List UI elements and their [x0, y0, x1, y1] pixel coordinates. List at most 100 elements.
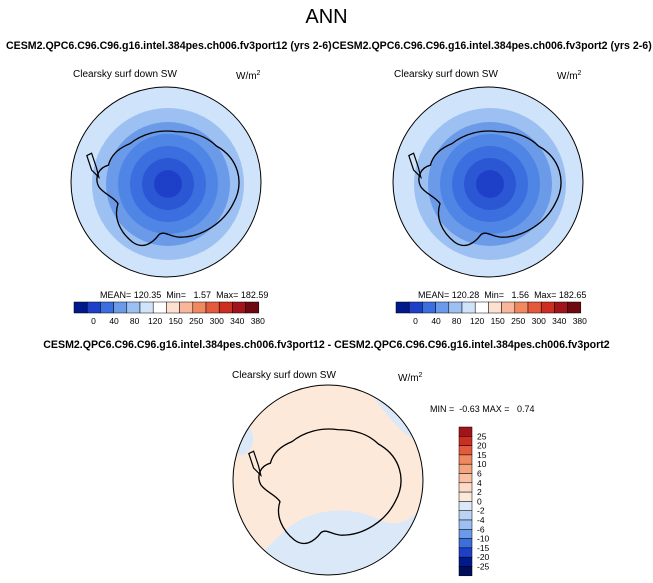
- diff-patch: [233, 500, 423, 575]
- diff-map-border: [232, 384, 424, 576]
- colorbar-tick-label: 120: [470, 316, 484, 326]
- case1-stats: MEAN= 120.35 Min= 1.57 Max= 182.59: [100, 290, 269, 300]
- colorbar-swatch: [527, 301, 542, 314]
- colorbar-tick-label: 80: [130, 316, 140, 326]
- case2-coastline: [408, 130, 562, 247]
- case1-colorbar: 0 40 80 120 150 250 300 340 380: [73, 301, 265, 326]
- colorbar-swatch: [448, 301, 463, 314]
- case1-title: CESM2.QPC6.C96.C96.g16.intel.384pes.ch00…: [6, 40, 332, 52]
- colorbar-swatch: [458, 556, 473, 567]
- colorbar-swatch: [245, 301, 260, 314]
- colorbar-tick-label: 120: [148, 316, 162, 326]
- colorbar-swatch: [458, 519, 473, 530]
- colorbar-swatch: [166, 301, 180, 314]
- case2-title: CESM2.QPC6.C96.C96.g16.intel.384pes.ch00…: [332, 40, 652, 52]
- diff-variable-label: Clearsky surf down SW: [232, 370, 336, 381]
- colorbar-tick-label: 150: [491, 316, 505, 326]
- contour-band: [476, 170, 504, 198]
- colorbar-tick-label: 340: [230, 316, 244, 326]
- colorbar-swatch: [408, 301, 423, 314]
- colorbar-swatch: [458, 547, 473, 558]
- case2-stats: MEAN= 120.28 Min= 1.56 Max= 182.65: [418, 290, 587, 300]
- colorbar-swatch: [218, 301, 233, 314]
- colorbar-tick-label: 340: [552, 316, 566, 326]
- colorbar-swatch: [458, 463, 473, 474]
- colorbar-swatch: [458, 473, 473, 484]
- case2-variable-label: Clearsky surf down SW: [394, 69, 498, 80]
- colorbar-tick-label: 250: [189, 316, 203, 326]
- colorbar-swatch: [395, 301, 410, 314]
- colorbar-swatch: [100, 301, 114, 314]
- colorbar-swatch: [458, 510, 473, 521]
- colorbar-swatch: [458, 501, 473, 511]
- colorbar-tick-label: 40: [431, 316, 441, 326]
- diff-stats: MIN = -0.63 MAX = 0.74: [430, 404, 535, 414]
- colorbar-swatch: [554, 301, 568, 314]
- colorbar-tick-label: 25: [477, 431, 487, 441]
- colorbar-swatch: [474, 301, 489, 314]
- colorbar-swatch: [488, 301, 502, 314]
- case1-variable-label: Clearsky surf down SW: [73, 69, 177, 80]
- colorbar-swatch: [514, 301, 529, 314]
- contour-band: [154, 170, 182, 198]
- colorbar-tick-label: -6: [477, 524, 485, 534]
- colorbar-tick-label: 300: [210, 316, 224, 326]
- case2-colorbar: 0 40 80 120 150 250 300 340 380: [395, 301, 587, 326]
- colorbar-tick-label: 380: [251, 316, 265, 326]
- colorbar-tick-label: 10: [477, 459, 487, 469]
- colorbar-swatch: [458, 454, 473, 465]
- colorbar-swatch: [73, 301, 88, 314]
- diff-patch: [370, 392, 418, 440]
- colorbar-tick-label: 380: [573, 316, 587, 326]
- colorbar-tick-label: 40: [109, 316, 119, 326]
- colorbar-swatch: [458, 538, 473, 549]
- colorbar-swatch: [458, 445, 473, 456]
- case1-units-label: W/m2: [236, 70, 261, 82]
- colorbar-tick-label: -10: [477, 534, 490, 544]
- colorbar-swatch: [232, 301, 246, 314]
- colorbar-tick-label: -4: [477, 515, 485, 525]
- colorbar-swatch: [567, 301, 582, 314]
- colorbar-swatch: [501, 301, 516, 314]
- colorbar-swatch: [458, 482, 473, 493]
- colorbar-swatch: [113, 301, 128, 314]
- colorbar-swatch: [458, 491, 473, 502]
- colorbar-swatch: [458, 529, 473, 539]
- colorbar-tick-label: -2: [477, 506, 485, 516]
- colorbar-swatch: [422, 301, 436, 314]
- colorbar-tick-label: 0: [91, 316, 96, 326]
- case1-coastline: [86, 130, 240, 247]
- case2-units-label: W/m2: [557, 70, 582, 82]
- colorbar-swatch: [139, 301, 154, 314]
- case2-map: [393, 87, 583, 277]
- colorbar-swatch: [126, 301, 141, 314]
- colorbar-swatch: [458, 436, 473, 446]
- colorbar-tick-label: 250: [511, 316, 525, 326]
- colorbar-swatch: [86, 301, 101, 314]
- colorbar-tick-label: 80: [452, 316, 462, 326]
- diff-patch: [240, 385, 258, 400]
- colorbar-tick-label: 150: [169, 316, 183, 326]
- colorbar-swatch: [540, 301, 555, 314]
- colorbar-swatch: [458, 426, 473, 437]
- colorbar-tick-label: 300: [532, 316, 546, 326]
- colorbar-swatch: [205, 301, 220, 314]
- colorbar-swatch: [458, 566, 473, 577]
- colorbar-tick-label: 0: [413, 316, 418, 326]
- case1-map: [71, 87, 261, 277]
- colorbar-tick-label: 2: [477, 487, 482, 497]
- colorbar-swatch: [435, 301, 450, 314]
- colorbar-swatch: [179, 301, 194, 314]
- colorbar-tick-label: 4: [477, 478, 482, 488]
- colorbar-swatch: [192, 301, 207, 314]
- colorbar-tick-label: -15: [477, 543, 490, 553]
- colorbar-tick-label: 6: [477, 469, 482, 479]
- colorbar-tick-label: -25: [477, 562, 490, 572]
- colorbar-tick-label: 0: [477, 496, 482, 506]
- case2-map-border: [392, 86, 584, 278]
- figure-title: ANN: [305, 6, 348, 28]
- colorbar-swatch: [152, 301, 167, 314]
- case1-map-border: [70, 86, 262, 278]
